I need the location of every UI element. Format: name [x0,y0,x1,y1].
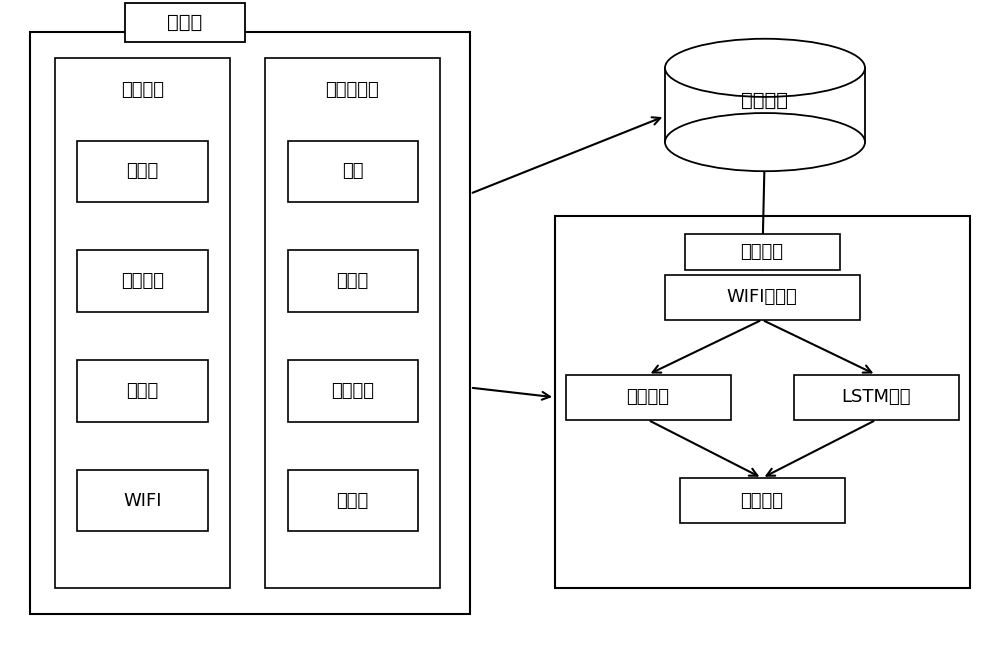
Text: WIFI: WIFI [123,492,162,510]
Text: 指纹地图: 指纹地图 [742,90,788,110]
Bar [288,251,418,312]
Text: LSTM预测: LSTM预测 [841,388,911,406]
Bar [77,360,208,422]
Ellipse shape [665,39,865,97]
Bar [684,234,840,270]
Text: 陀螺仪: 陀螺仪 [126,382,159,400]
Text: 加速度计: 加速度计 [121,272,164,290]
Bar [794,375,958,420]
Text: 航迹推算: 航迹推算 [626,388,670,406]
Text: WIFI粗定位: WIFI粗定位 [727,288,797,306]
Bar [77,251,208,312]
Bar [288,470,418,531]
Text: 服务器端: 服务器端 [740,243,784,261]
Text: 数据预处理: 数据预处理 [326,81,379,99]
Bar [55,58,230,588]
Text: 方向估计: 方向估计 [331,382,374,400]
Text: 数据采集: 数据采集 [121,81,164,99]
Text: 时间戳: 时间戳 [336,492,369,510]
Text: 计步器: 计步器 [336,272,369,290]
Bar [566,375,730,420]
Bar [77,141,208,202]
Bar [265,58,440,588]
Text: 磁力计: 磁力计 [126,162,159,180]
Bar [125,3,245,42]
Bar [664,275,860,320]
Bar [288,360,418,422]
Text: 滤波算法: 滤波算法 [740,492,784,510]
Bar [680,478,844,523]
Text: 手机端: 手机端 [167,13,203,32]
Bar [555,216,970,588]
Bar [77,470,208,531]
Text: 去噪: 去噪 [342,162,363,180]
Ellipse shape [665,113,865,171]
Bar [30,32,470,614]
Bar [665,68,865,142]
Bar [288,141,418,202]
